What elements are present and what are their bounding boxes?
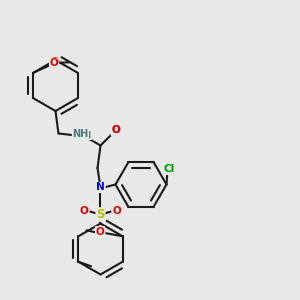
Text: O: O	[111, 125, 120, 136]
Text: O: O	[112, 206, 121, 216]
Text: O: O	[96, 227, 104, 237]
Text: N: N	[96, 182, 105, 193]
Text: O: O	[96, 227, 104, 237]
Text: NH: NH	[76, 130, 92, 140]
Text: Cl: Cl	[164, 164, 175, 175]
Text: O: O	[50, 57, 59, 67]
Text: NH: NH	[72, 129, 88, 140]
Text: S: S	[96, 208, 105, 221]
Text: O: O	[80, 206, 88, 216]
Text: N: N	[96, 182, 105, 193]
Text: O: O	[80, 206, 89, 216]
Text: O: O	[50, 58, 58, 68]
Text: O: O	[112, 206, 122, 216]
Text: S: S	[96, 208, 105, 221]
Text: O: O	[112, 125, 121, 135]
Text: Cl: Cl	[164, 164, 175, 174]
